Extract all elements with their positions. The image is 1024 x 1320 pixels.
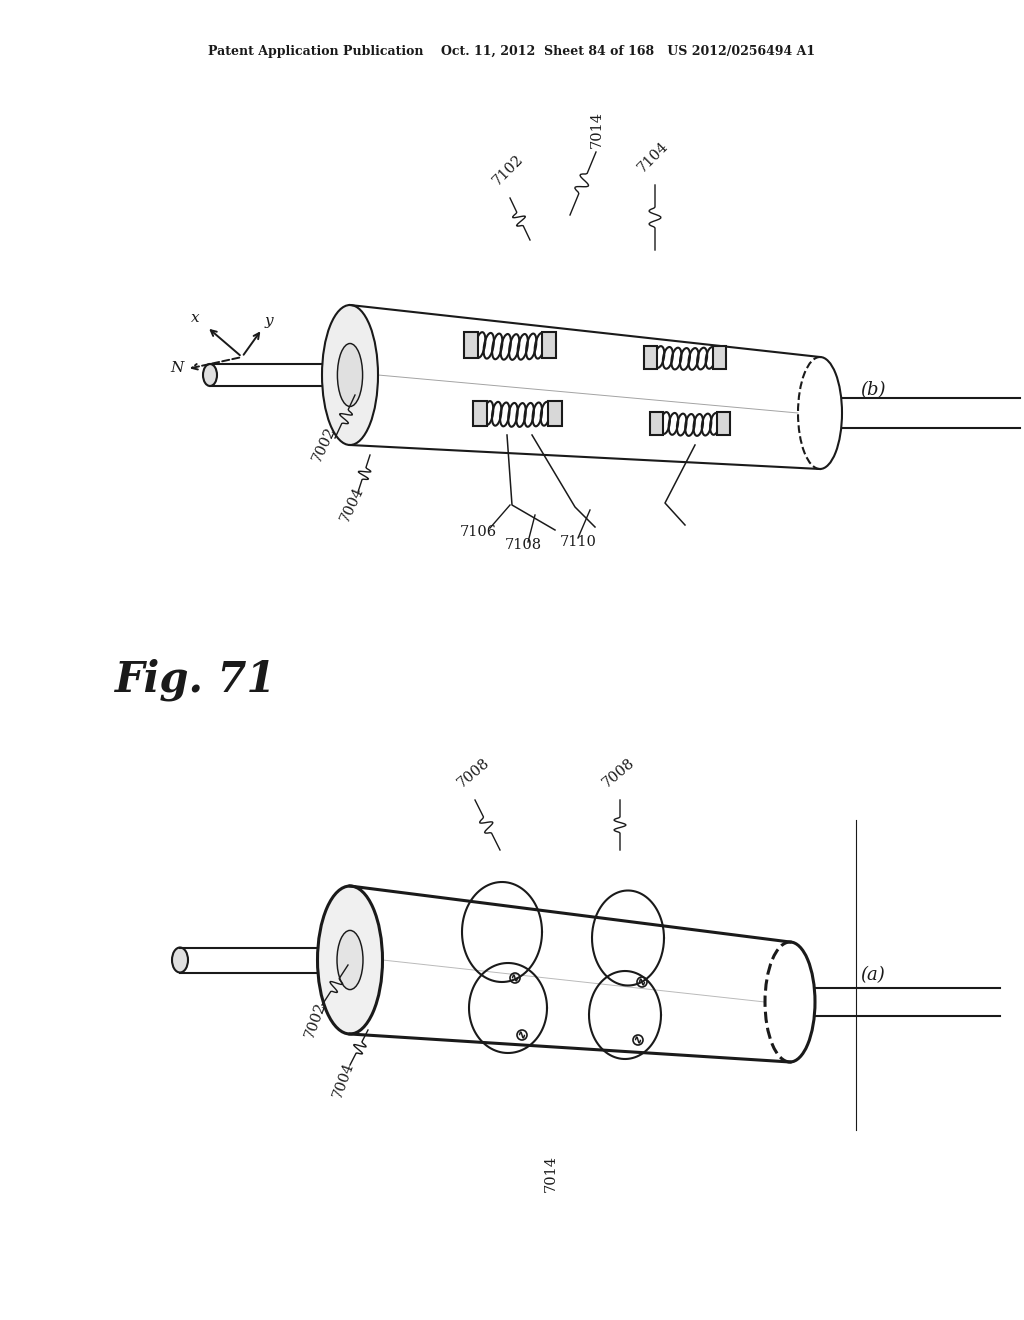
FancyBboxPatch shape	[717, 412, 730, 434]
Ellipse shape	[203, 364, 217, 385]
Text: 7014: 7014	[590, 111, 604, 148]
Text: 7004: 7004	[330, 1060, 356, 1100]
Text: 7008: 7008	[600, 755, 638, 789]
FancyBboxPatch shape	[650, 412, 663, 434]
FancyBboxPatch shape	[464, 333, 478, 358]
Text: (b): (b)	[860, 381, 886, 399]
Text: 7004: 7004	[338, 484, 367, 524]
Text: 7014: 7014	[544, 1155, 558, 1192]
Circle shape	[637, 977, 647, 987]
Text: 7110: 7110	[560, 535, 597, 549]
Circle shape	[517, 1030, 527, 1040]
Text: 7104: 7104	[635, 139, 671, 176]
Text: 7002: 7002	[310, 425, 338, 465]
Ellipse shape	[337, 343, 362, 407]
Ellipse shape	[322, 305, 378, 445]
Text: Fig. 71: Fig. 71	[115, 659, 276, 701]
FancyBboxPatch shape	[542, 333, 556, 358]
Text: y: y	[265, 314, 273, 327]
Text: 7008: 7008	[455, 755, 493, 789]
Ellipse shape	[172, 948, 188, 973]
Text: N: N	[170, 360, 183, 375]
Ellipse shape	[317, 886, 383, 1034]
Circle shape	[510, 973, 520, 983]
Text: x: x	[191, 312, 200, 325]
Text: Patent Application Publication    Oct. 11, 2012  Sheet 84 of 168   US 2012/02564: Patent Application Publication Oct. 11, …	[209, 45, 815, 58]
Text: (a): (a)	[860, 966, 885, 983]
FancyBboxPatch shape	[713, 346, 726, 368]
FancyBboxPatch shape	[548, 400, 561, 425]
Text: 7106: 7106	[460, 525, 497, 539]
Text: 7102: 7102	[490, 152, 526, 187]
Circle shape	[633, 1035, 643, 1045]
Text: 7108: 7108	[505, 539, 542, 552]
Text: 7002: 7002	[302, 1001, 328, 1040]
FancyBboxPatch shape	[472, 400, 486, 425]
FancyBboxPatch shape	[644, 346, 657, 368]
Ellipse shape	[337, 931, 362, 990]
